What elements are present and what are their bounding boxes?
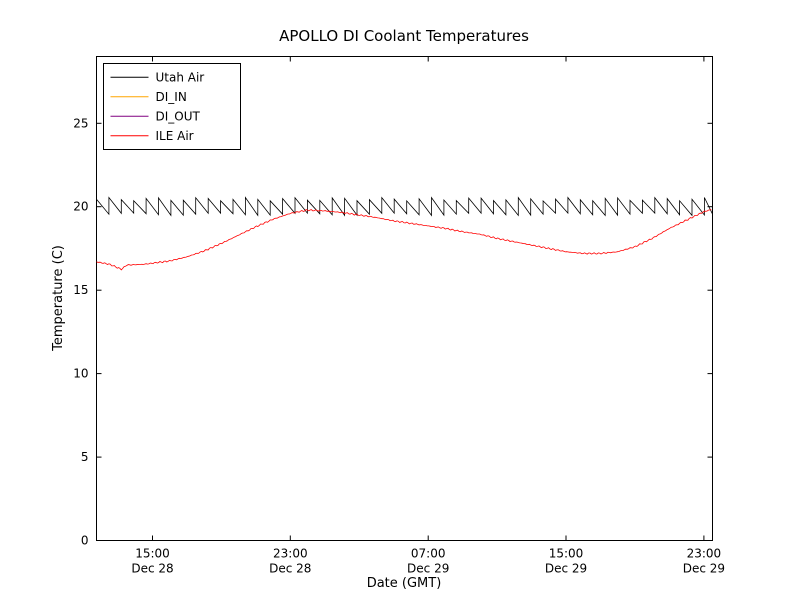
series-lines xyxy=(96,196,713,271)
legend-label: DI_OUT xyxy=(156,109,201,123)
x-tick-label-date: Dec 28 xyxy=(269,562,311,576)
legend-label: DI_IN xyxy=(156,90,187,104)
legend-label: Utah Air xyxy=(156,70,205,84)
series-line-utah-air xyxy=(96,196,713,217)
legend-label: ILE Air xyxy=(156,129,194,143)
series-line-ile-air xyxy=(96,209,712,271)
x-tick-label-time: 15:00 xyxy=(135,547,170,561)
x-axis-label: Date (GMT) xyxy=(367,576,442,591)
x-tick-label-time: 23:00 xyxy=(687,547,722,561)
axis-ticks xyxy=(96,56,713,541)
y-tick-label: 25 xyxy=(73,116,88,130)
y-tick-label: 20 xyxy=(73,200,88,214)
x-tick-label-time: 15:00 xyxy=(549,547,584,561)
x-tick-label-date: Dec 28 xyxy=(131,562,173,576)
legend: Utah Air DI_IN DI_OUT ILE Air xyxy=(103,63,241,150)
y-axis-label: Temperature (C) xyxy=(51,245,66,352)
x-tick-label-date: Dec 29 xyxy=(545,562,587,576)
legend-box xyxy=(103,63,241,150)
x-tick-label-date: Dec 29 xyxy=(683,562,725,576)
y-tick-label: 15 xyxy=(73,283,88,297)
x-tick-label-time: 07:00 xyxy=(411,547,446,561)
chart-title: APOLLO DI Coolant Temperatures xyxy=(279,27,529,45)
x-tick-label-time: 23:00 xyxy=(273,547,308,561)
x-tick-label-date: Dec 29 xyxy=(407,562,449,576)
y-tick-label: 5 xyxy=(81,450,89,464)
y-tick-label: 10 xyxy=(73,367,88,381)
y-tick-label: 0 xyxy=(81,534,89,548)
